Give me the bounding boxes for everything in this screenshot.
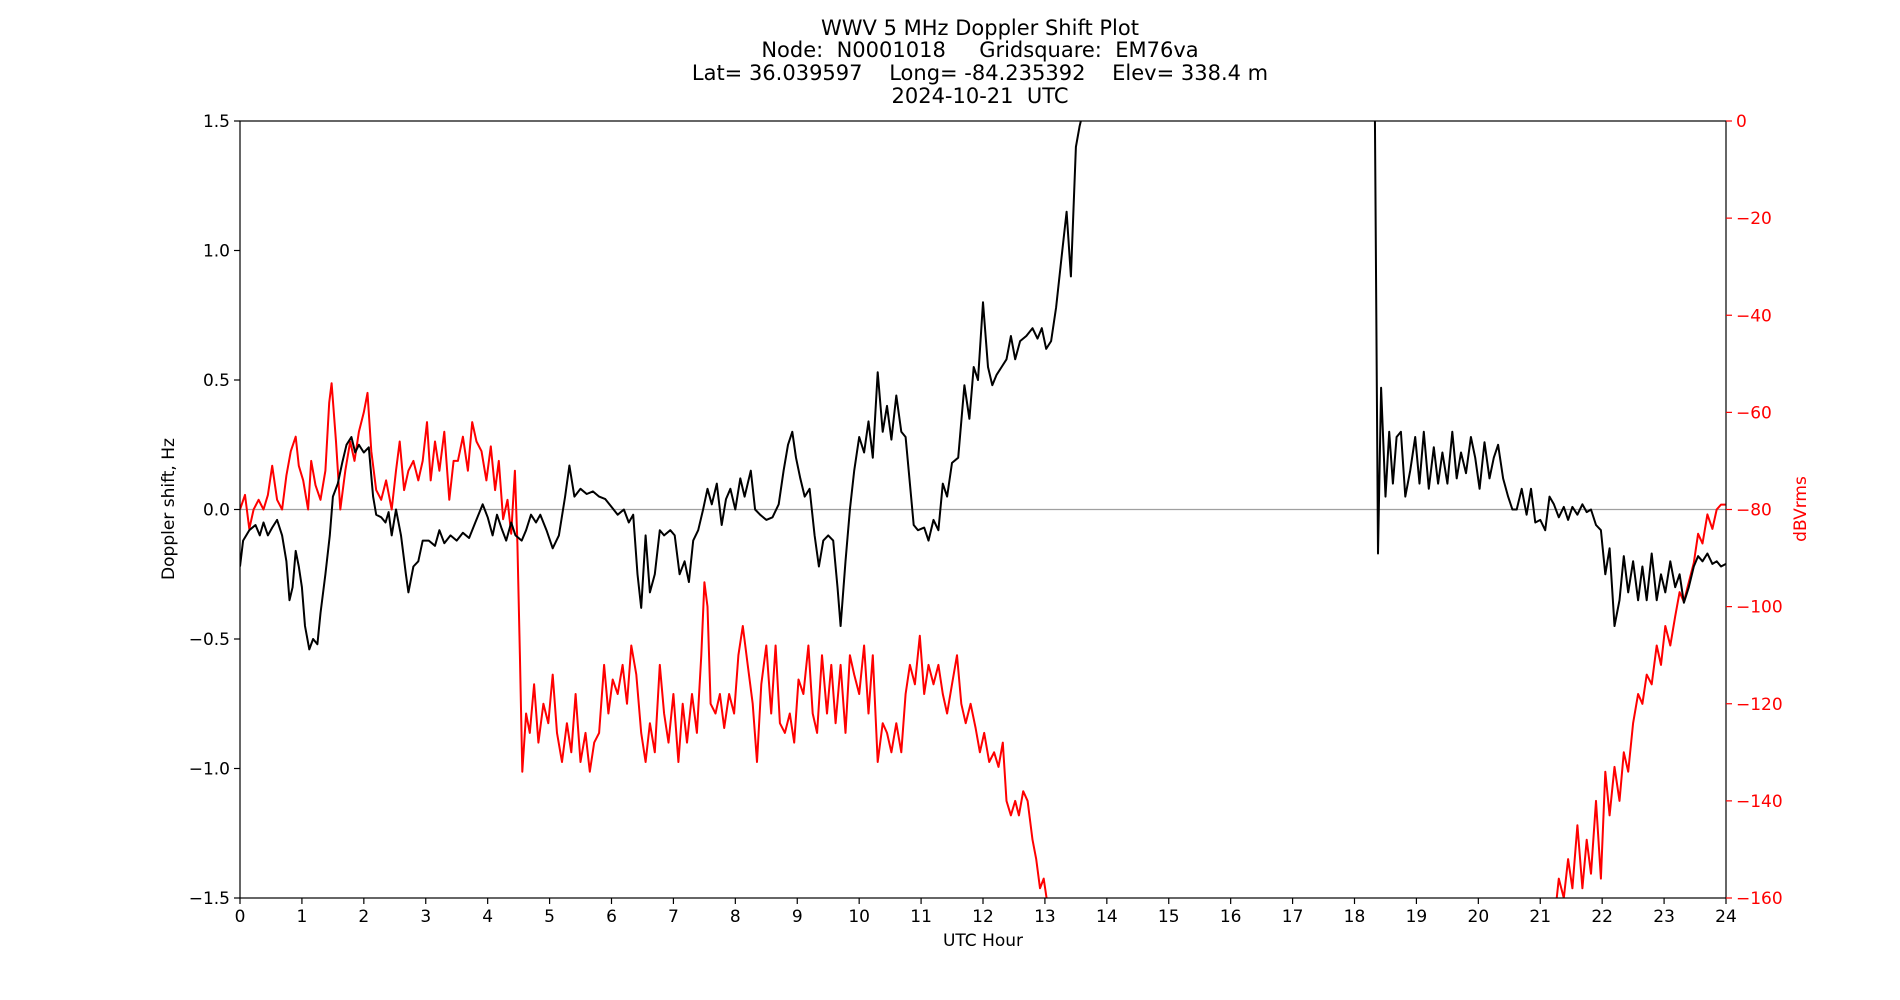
y-axis-right-label: dBVrms <box>1791 476 1811 542</box>
x-tick-label: 4 <box>482 907 493 927</box>
x-tick-label: 15 <box>1158 907 1180 927</box>
y-right-tick-label: 0 <box>1736 112 1747 132</box>
y-right-tick-label: −160 <box>1736 889 1783 909</box>
y-right-tick-label: −80 <box>1736 501 1772 521</box>
x-tick-label: 7 <box>668 907 679 927</box>
x-axis-label: UTC Hour <box>943 931 1023 951</box>
x-tick-label: 1 <box>297 907 308 927</box>
doppler-shift-line <box>240 121 1082 651</box>
signal-level-line <box>1555 503 1726 898</box>
y-right-tick-label: −60 <box>1736 403 1772 423</box>
y-left-tick-label: −0.5 <box>189 630 230 650</box>
y-right-tick-label: −40 <box>1736 306 1772 326</box>
title-line-2: Node: N0001018 Gridsquare: EM76va <box>761 38 1198 62</box>
doppler-shift-line <box>1373 121 1726 627</box>
x-tick-label: 12 <box>972 907 994 927</box>
y-axis-right: 0 −20 −40 −60 −80 −100 −120 −140 −160 <box>1726 112 1783 909</box>
x-tick-label: 24 <box>1715 907 1737 927</box>
y-axis-left: −1.5 −1.0 −0.5 0.0 0.5 1.0 1.5 <box>189 112 240 909</box>
y-left-tick-label: 1.0 <box>203 242 230 262</box>
x-tick-label: 20 <box>1468 907 1490 927</box>
signal-level-line <box>240 382 1048 898</box>
chart-title: WWV 5 MHz Doppler Shift Plot Node: N0001… <box>692 16 1268 108</box>
y-right-tick-label: −140 <box>1736 792 1783 812</box>
y-right-tick-label: −20 <box>1736 209 1772 229</box>
title-line-1: WWV 5 MHz Doppler Shift Plot <box>821 16 1139 40</box>
x-tick-label: 22 <box>1591 907 1613 927</box>
x-tick-label: 16 <box>1220 907 1242 927</box>
y-left-tick-label: −1.5 <box>189 889 230 909</box>
y-right-tick-label: −100 <box>1736 598 1783 618</box>
y-left-tick-label: 0.5 <box>203 371 230 391</box>
y-axis-left-label: Doppler shift, Hz <box>159 438 179 580</box>
x-tick-label: 10 <box>848 907 870 927</box>
title-line-4: 2024-10-21 UTC <box>891 84 1068 108</box>
x-tick-label: 9 <box>792 907 803 927</box>
x-tick-label: 2 <box>358 907 369 927</box>
x-tick-label: 0 <box>235 907 246 927</box>
x-tick-label: 13 <box>1034 907 1056 927</box>
x-tick-label: 8 <box>730 907 741 927</box>
x-tick-label: 6 <box>606 907 617 927</box>
x-tick-label: 5 <box>544 907 555 927</box>
x-axis: 0 1 2 3 4 5 6 7 8 9 10 11 12 13 14 15 16 17 18 19 20 21 22 23 24 <box>235 898 1737 927</box>
y-left-tick-label: 1.5 <box>203 112 230 132</box>
x-tick-label: 18 <box>1344 907 1366 927</box>
y-left-tick-label: 0.0 <box>203 501 230 521</box>
x-tick-label: 23 <box>1653 907 1675 927</box>
x-tick-label: 21 <box>1529 907 1551 927</box>
series-layer <box>240 121 1726 898</box>
x-tick-label: 17 <box>1282 907 1304 927</box>
title-line-3: Lat= 36.039597 Long= -84.235392 Elev= 33… <box>692 61 1268 85</box>
y-left-tick-label: −1.0 <box>189 760 230 780</box>
x-tick-label: 3 <box>420 907 431 927</box>
x-tick-label: 14 <box>1096 907 1118 927</box>
x-tick-label: 11 <box>910 907 932 927</box>
y-right-tick-label: −120 <box>1736 695 1783 715</box>
x-tick-label: 19 <box>1406 907 1428 927</box>
